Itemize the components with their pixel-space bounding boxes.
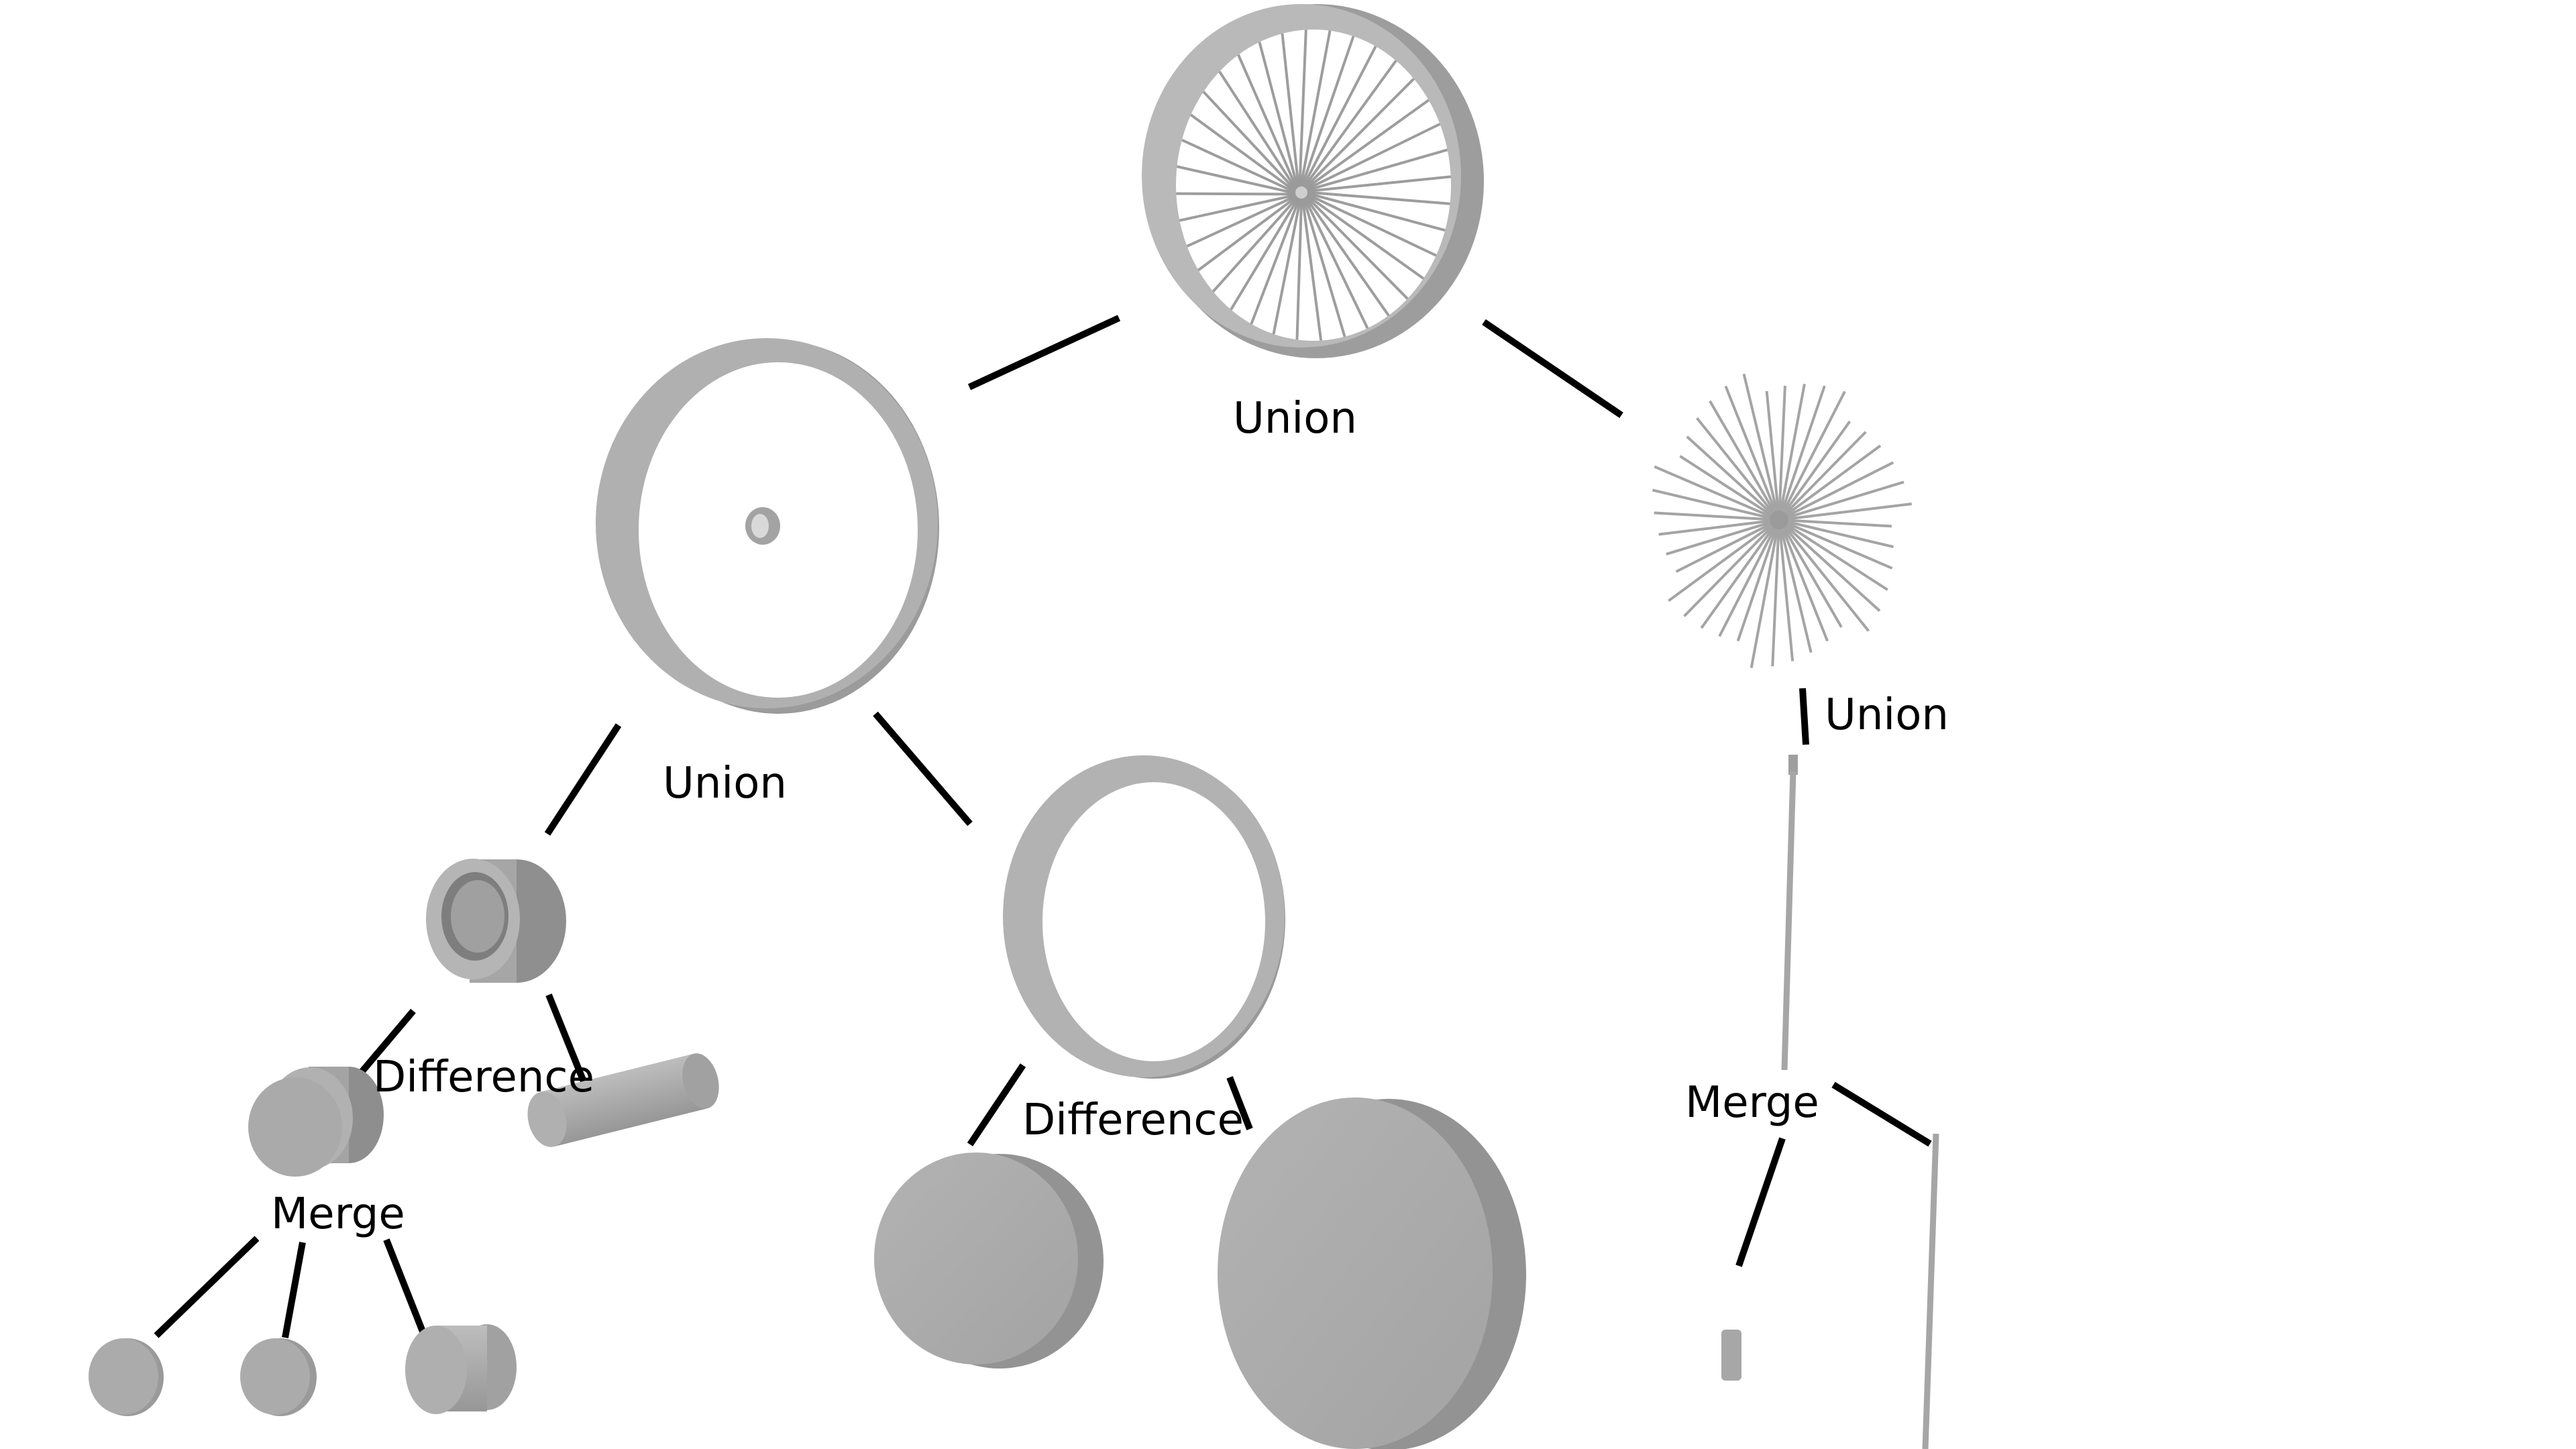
edge-root-spokes [1482, 319, 1623, 419]
edge-hubsolid-disc2 [282, 1242, 306, 1338]
edge-rimhub-hub [544, 723, 622, 836]
inner-disc-shape [874, 1152, 1104, 1368]
edge-hubsolid-cyl [383, 1238, 430, 1343]
edge-hub-axle [545, 994, 590, 1089]
edge-spokes-spoke [1799, 688, 1809, 745]
spoked-wheel-shape [1142, 4, 1484, 358]
edge-rimhub-rim [873, 711, 973, 826]
edge-hubsolid-disc1 [154, 1236, 260, 1338]
spoke-star-shape [1652, 373, 1912, 668]
edge-rim-inner [967, 1063, 1026, 1146]
axle-cylinder-shape [527, 1053, 719, 1147]
edge-spoke-nipple [1735, 1137, 1786, 1267]
tree-edges [154, 315, 1932, 1343]
hub-solid-shape [248, 1067, 384, 1177]
label-hub-difference: Difference [373, 1053, 594, 1102]
spoke-nipple-shape [1721, 1330, 1741, 1381]
rim-ring-shape [1003, 755, 1285, 1079]
edge-rim-outer [1226, 1076, 1253, 1130]
short-cylinder-shape [405, 1324, 517, 1414]
label-root-union: Union [1233, 394, 1357, 443]
label-spoke-merge: Merge [1685, 1078, 1819, 1128]
edge-hub-hubsolid [356, 1008, 416, 1079]
label-rimhub-union: Union [663, 759, 787, 808]
spoke-wire-shape [1922, 1133, 1939, 1449]
edge-spoke-wire [1831, 1081, 1932, 1147]
small-disc-shape-2 [240, 1338, 317, 1416]
hollow-hub-shape [426, 859, 566, 983]
rim-with-hub-shape [596, 338, 939, 714]
label-rim-difference: Difference [1022, 1095, 1244, 1145]
label-hubsolid-merge: Merge [271, 1189, 405, 1239]
outer-disc-shape [1218, 1097, 1526, 1449]
single-spoke-shape [1781, 755, 1798, 1071]
edge-root-rimhub [967, 315, 1121, 390]
wheel-spokes [1176, 30, 1451, 341]
label-spokes-union: Union [1825, 690, 1949, 740]
small-disc-shape-1 [89, 1338, 164, 1416]
